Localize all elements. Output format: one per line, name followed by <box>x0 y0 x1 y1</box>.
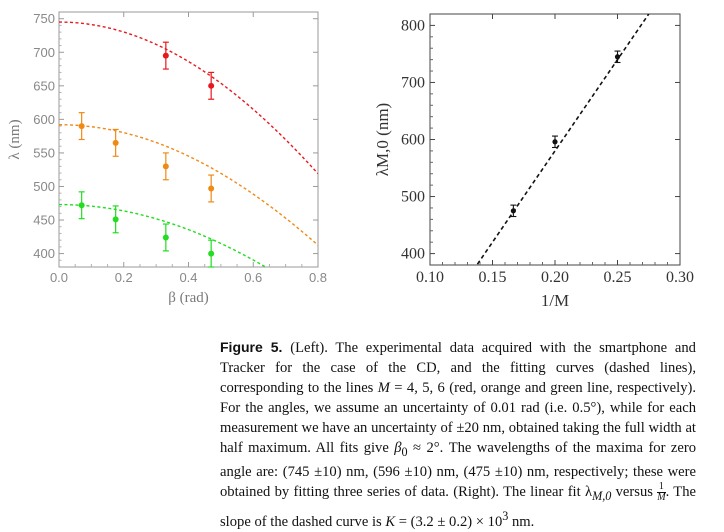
fraction-numerator: 1 <box>657 481 666 494</box>
left-data-point <box>162 234 169 241</box>
left-data-point <box>208 250 215 257</box>
right-y-tick-label: 600 <box>401 132 425 149</box>
left-x-tick-label: 0.8 <box>309 270 327 285</box>
left-y-tick-label: 600 <box>33 112 55 127</box>
caption-math-m: M <box>377 380 390 396</box>
figure-caption: Figure 5. (Left). The experimental data … <box>220 337 696 532</box>
left-x-tick-label: 0.0 <box>50 270 68 285</box>
left-y-tick-label: 750 <box>33 11 55 26</box>
right-x-tick-label: 0.20 <box>541 269 569 286</box>
left-y-tick-label: 700 <box>33 45 55 60</box>
left-y-tick-label: 500 <box>33 179 55 194</box>
left-data-point <box>208 82 215 89</box>
caption-math-beta-sub: 0 <box>401 444 408 459</box>
right-x-axis-label: 1/M <box>541 291 569 310</box>
left-fit-curve-1 <box>59 124 318 246</box>
right-data-point <box>510 208 516 214</box>
right-y-tick-label: 400 <box>401 246 425 263</box>
left-x-tick-label: 0.6 <box>244 270 262 285</box>
right-x-tick-label: 0.30 <box>666 269 694 286</box>
caption-text-8: versus <box>611 483 658 500</box>
left-x-tick-label: 0.2 <box>115 270 133 285</box>
left-fit-curve-2 <box>59 203 267 267</box>
right-y-tick-label: 800 <box>401 17 425 34</box>
fraction-denominator: M <box>657 492 666 504</box>
right-x-tick-label: 0.15 <box>479 269 507 286</box>
caption-math-k: K <box>385 513 396 530</box>
caption-text-6: ≈ 2°. The wavelengths of the maxima for … <box>220 440 696 500</box>
right-data-point <box>614 54 621 60</box>
right-data-point <box>552 139 558 145</box>
left-y-tick-label: 400 <box>33 246 55 261</box>
left-plot-frame <box>58 11 319 268</box>
figure-canvas: 0.0 0.2 0.4 0.6 0.8 400 450 500 550 600 650 700 750 β… <box>7 11 694 310</box>
right-y-axis-label: λM,0 (nm) <box>373 103 392 176</box>
right-y-tick-label: 700 <box>401 74 425 91</box>
left-data-point <box>208 185 215 192</box>
left-fit-curve-0 <box>59 21 318 175</box>
right-chart: 0.10 0.15 0.20 0.25 0.30 400 500 600 700 800 1/M λM… <box>373 13 694 310</box>
left-y-tick-label: 550 <box>33 145 55 160</box>
right-x-tick-label: 0.25 <box>604 269 632 286</box>
left-x-tick-label: 0.4 <box>179 270 197 285</box>
left-chart: 0.0 0.2 0.4 0.6 0.8 400 450 500 550 600 650 700 750 β… <box>7 11 327 306</box>
caption-math-lambda-sub: M,0 <box>592 488 612 503</box>
caption-text-13: nm. <box>508 513 535 530</box>
left-y-tick-label: 450 <box>33 213 55 228</box>
caption-label: Figure 5. <box>220 339 283 355</box>
caption-math-beta: β <box>394 440 402 456</box>
caption-text-3: = 4, 5, 6 (red, orange and green line, r… <box>220 380 696 456</box>
left-data-point <box>112 139 119 146</box>
right-y-tick-label: 500 <box>401 189 425 206</box>
caption-text-11: = (3.2 ± 0.2) × 10 <box>395 513 503 530</box>
left-x-axis-label: β (rad) <box>168 290 209 306</box>
left-data-point <box>162 52 169 59</box>
left-data-point <box>78 123 85 130</box>
left-y-axis-label: λ (nm) <box>7 119 23 159</box>
left-data-point <box>112 216 119 223</box>
left-y-tick-label: 650 <box>33 78 55 93</box>
right-x-tick-label: 0.10 <box>416 269 444 286</box>
left-data-point <box>162 163 169 170</box>
caption-text-1: (Left). The experimental data acquired w… <box>220 340 696 396</box>
left-data-point <box>78 202 85 209</box>
